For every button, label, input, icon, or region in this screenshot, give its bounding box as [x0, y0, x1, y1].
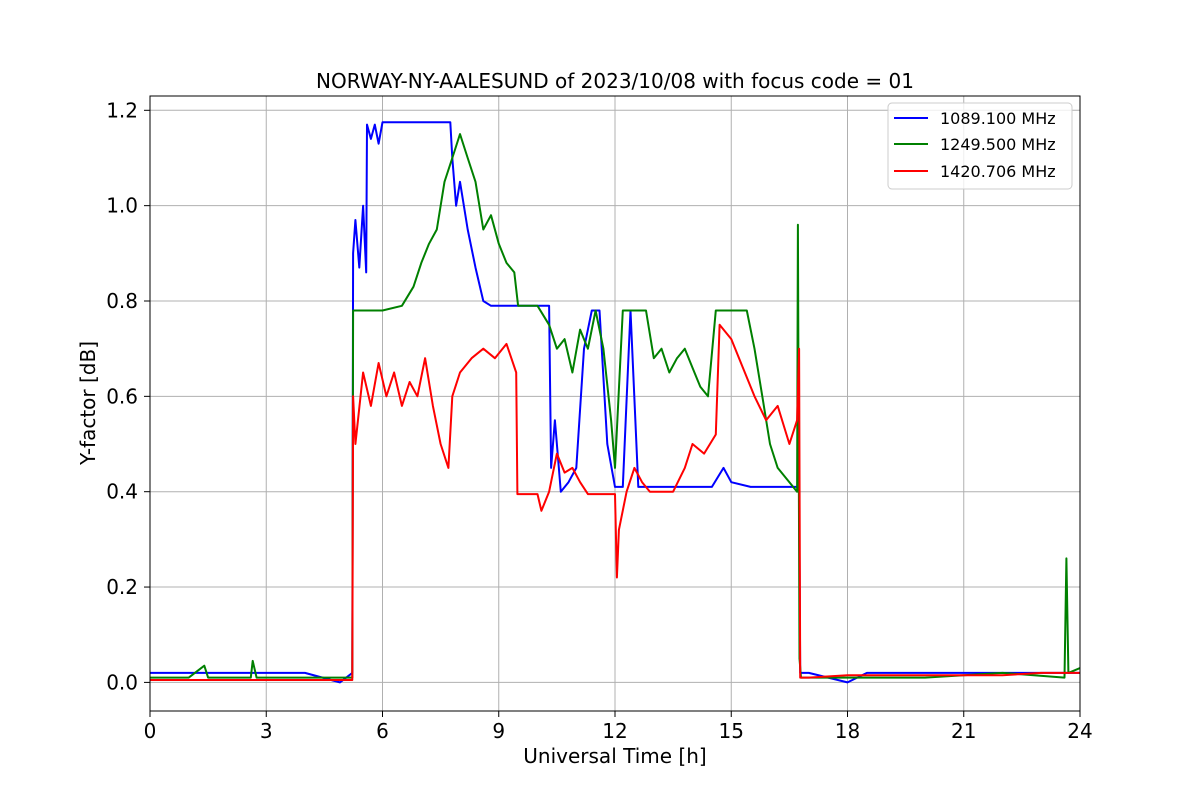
- series-line-1420-706-mhz: [150, 323, 1080, 681]
- x-tick-label: 15: [719, 719, 744, 743]
- series-line-1249-500-mhz: [150, 133, 1081, 679]
- x-tick-label: 3: [260, 719, 273, 743]
- y-tick-label: 1.0: [106, 194, 138, 218]
- x-tick-label: 12: [602, 719, 627, 743]
- x-tick-label: 6: [376, 719, 389, 743]
- y-tick-label: 0.8: [106, 289, 138, 313]
- chart-title: NORWAY-NY-AALESUND of 2023/10/08 with fo…: [316, 69, 914, 93]
- x-tick-label: 0: [144, 719, 157, 743]
- x-tick-label: 21: [951, 719, 976, 743]
- legend: 1089.100 MHz 1249.500 MHz 1420.706 MHz: [887, 102, 1073, 190]
- y-axis-label: Y-factor [dB]: [76, 341, 100, 466]
- legend-label-1249: 1249.500 MHz: [940, 135, 1056, 154]
- x-axis-label: Universal Time [h]: [523, 744, 706, 768]
- y-tick-label: 0.0: [106, 670, 138, 694]
- x-tick-label: 24: [1067, 719, 1092, 743]
- ticks: 0 3 6 9 12 15 18 21 24 0.0 0.2 0.4 0.6 0.8 1.0 1.2: [106, 98, 1093, 743]
- y-tick-label: 0.2: [106, 575, 138, 599]
- y-tick-label: 0.4: [106, 480, 138, 504]
- series-lines: [150, 121, 1081, 684]
- y-tick-label: 0.6: [106, 384, 138, 408]
- x-tick-label: 18: [835, 719, 860, 743]
- x-tick-label: 9: [492, 719, 505, 743]
- y-tick-label: 1.2: [106, 98, 138, 122]
- legend-label-1089: 1089.100 MHz: [940, 109, 1056, 128]
- series-line-1089-100-mhz: [150, 121, 1080, 684]
- legend-label-1420: 1420.706 MHz: [940, 162, 1056, 181]
- legend-box: [887, 102, 1073, 190]
